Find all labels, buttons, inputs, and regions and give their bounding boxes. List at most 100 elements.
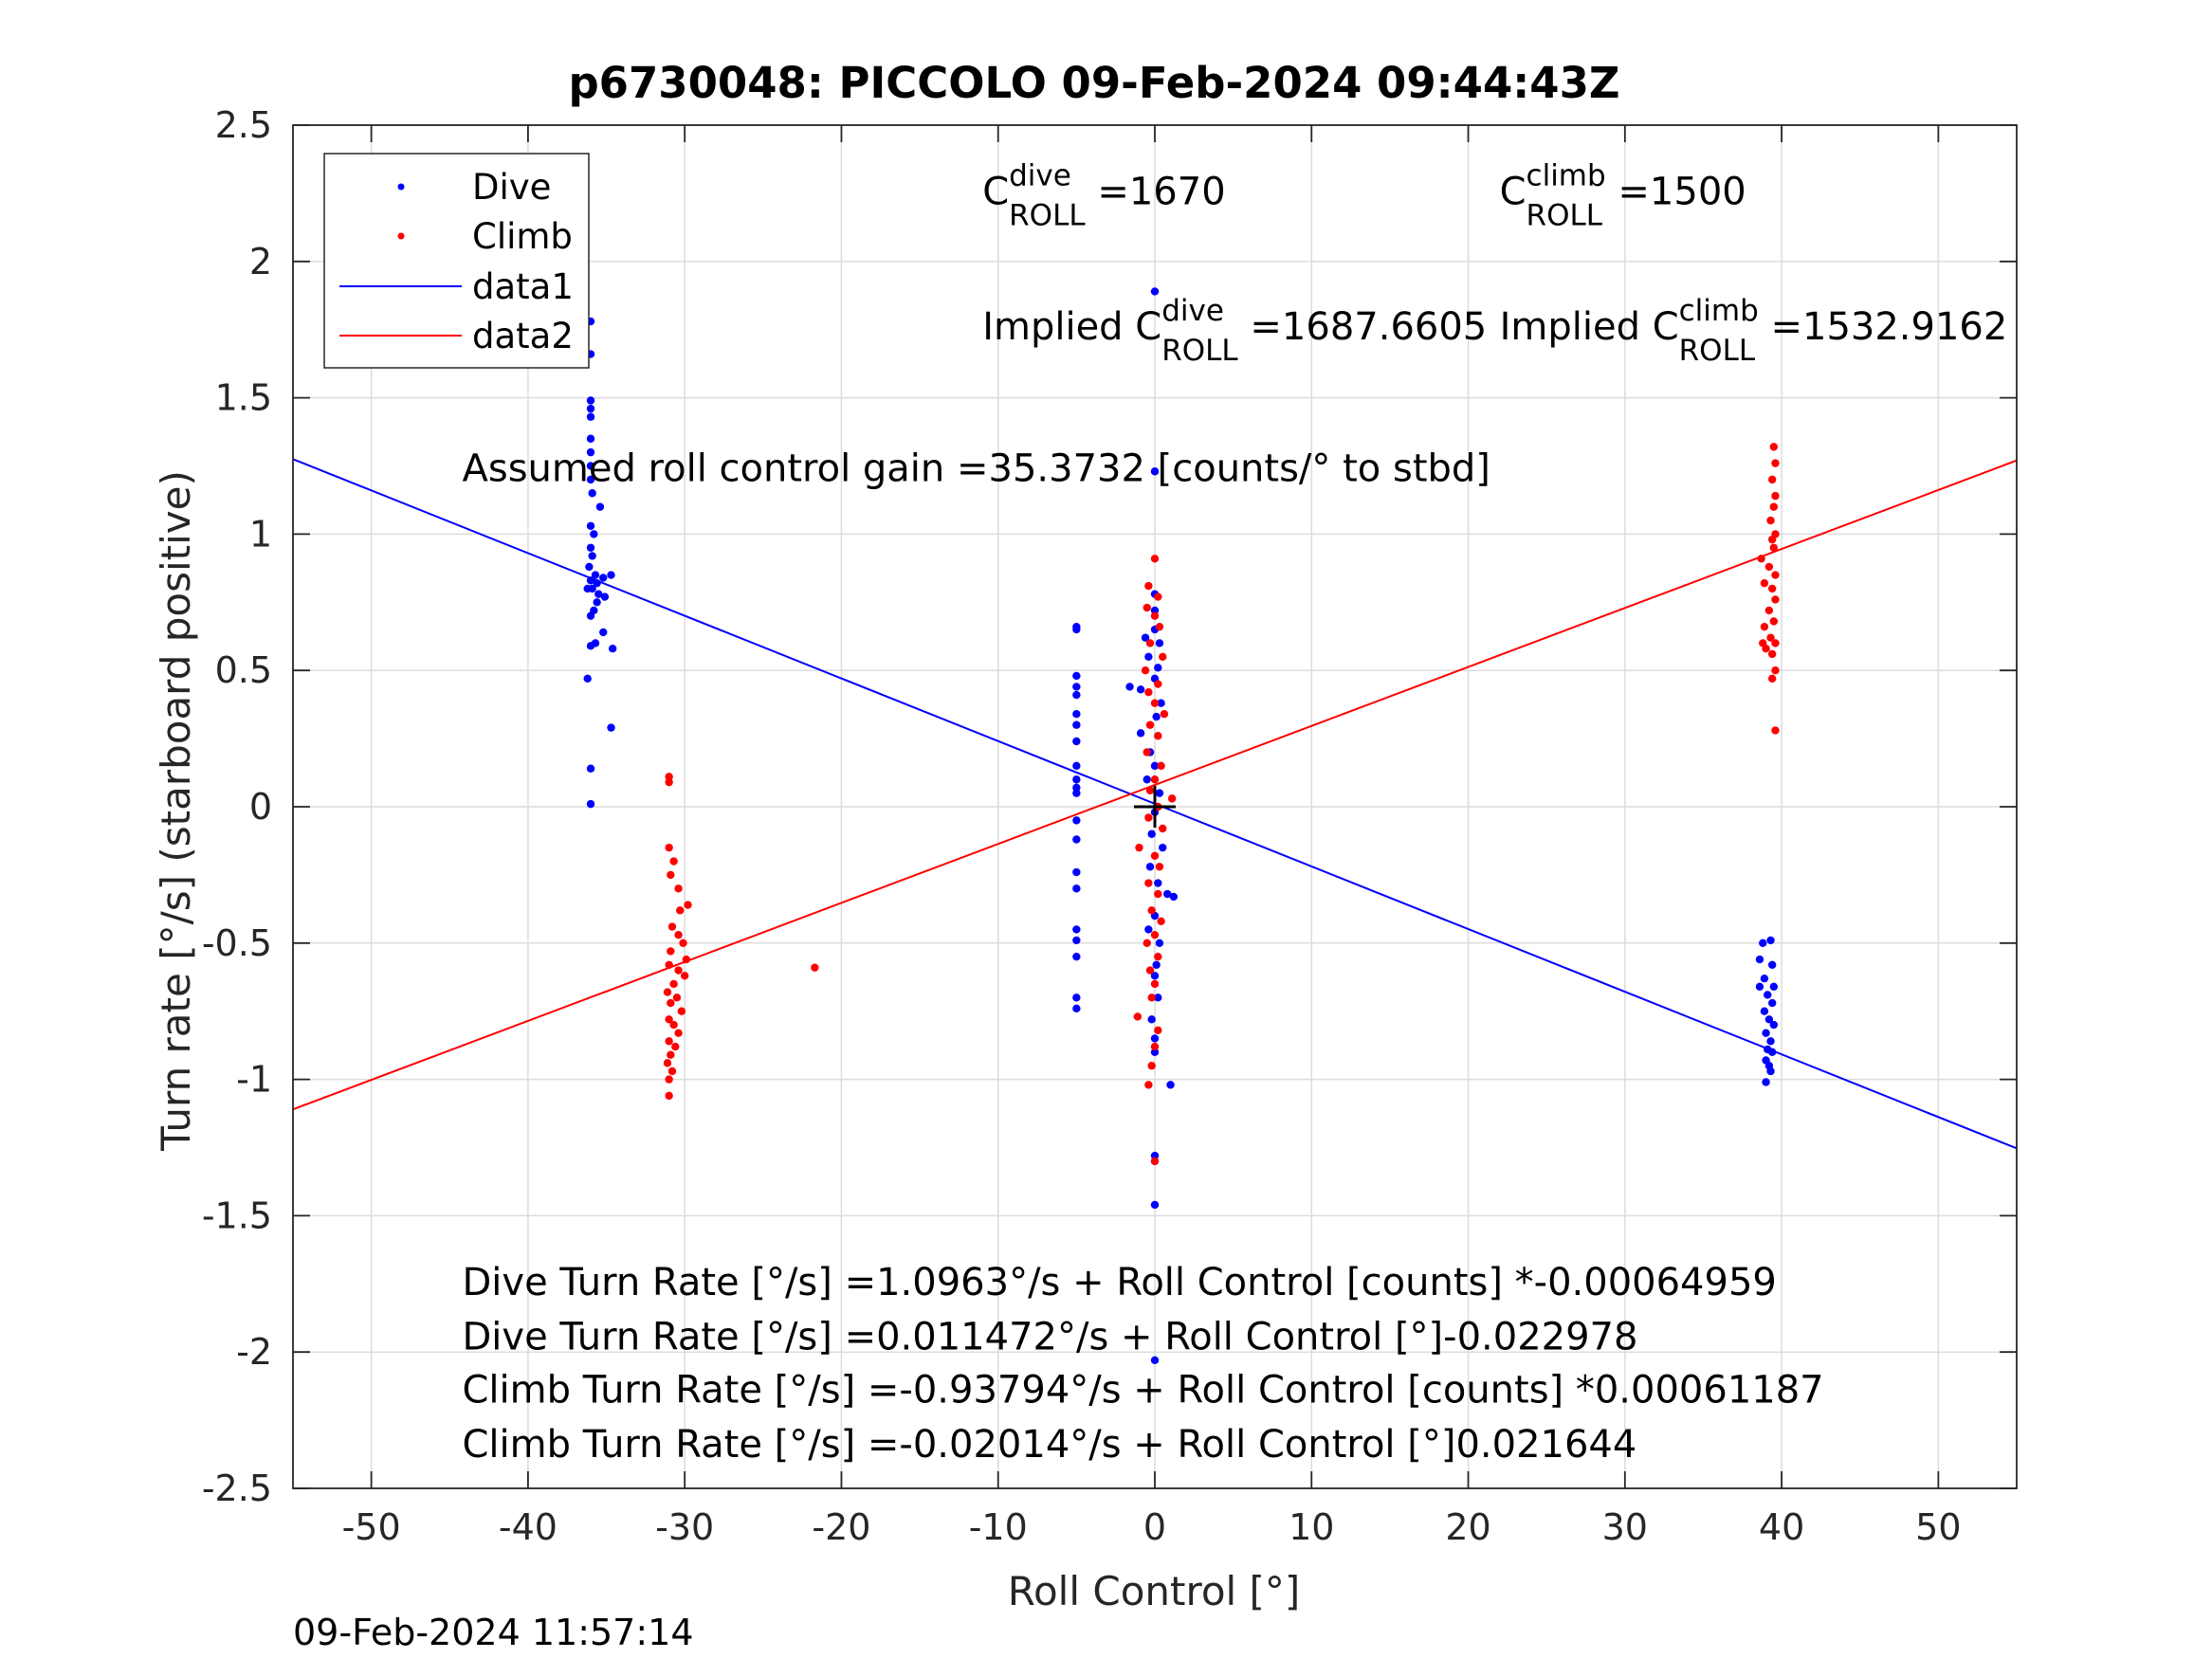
point-dive bbox=[1150, 1356, 1160, 1365]
legend-climb-marker bbox=[397, 232, 405, 240]
point-dive bbox=[1766, 1066, 1775, 1076]
point-climb bbox=[1144, 879, 1153, 887]
point-dive bbox=[1072, 816, 1081, 825]
point-dive bbox=[600, 592, 610, 601]
point-climb bbox=[1769, 617, 1779, 626]
point-dive bbox=[1169, 892, 1179, 902]
point-climb bbox=[1150, 611, 1160, 620]
point-climb bbox=[1771, 595, 1780, 604]
point-climb bbox=[1771, 491, 1780, 501]
point-climb bbox=[676, 906, 685, 915]
point-climb bbox=[1159, 652, 1167, 662]
point-dive bbox=[586, 576, 595, 585]
point-climb bbox=[1771, 571, 1780, 579]
x-tick-label: -10 bbox=[969, 1506, 1028, 1548]
legend: Dive Climb data1 data2 bbox=[323, 153, 590, 369]
point-dive bbox=[1072, 884, 1081, 893]
point-climb bbox=[665, 777, 673, 787]
point-dive bbox=[1072, 1004, 1081, 1013]
point-climb bbox=[667, 947, 675, 956]
point-dive bbox=[1072, 737, 1081, 746]
point-dive bbox=[1136, 685, 1145, 694]
point-dive bbox=[1072, 867, 1081, 877]
y-tick-label: 1 bbox=[249, 513, 272, 555]
point-dive bbox=[1125, 683, 1134, 691]
point-climb bbox=[665, 773, 673, 781]
point-dive bbox=[1072, 761, 1081, 771]
point-dive bbox=[1072, 671, 1081, 681]
point-dive bbox=[1150, 1151, 1160, 1160]
point-dive bbox=[1163, 889, 1172, 899]
point-climb bbox=[669, 1020, 678, 1030]
point-dive bbox=[1762, 1078, 1770, 1086]
point-dive bbox=[1755, 982, 1764, 992]
point-dive bbox=[586, 447, 595, 457]
point-dive bbox=[1157, 699, 1165, 707]
point-dive bbox=[607, 723, 615, 732]
coef-sup: climb bbox=[1679, 294, 1759, 328]
equation-annotation: Assumed roll control gain =35.3732 [coun… bbox=[462, 447, 1490, 490]
point-dive bbox=[1141, 633, 1150, 642]
point-climb bbox=[1767, 649, 1777, 659]
point-dive bbox=[586, 434, 595, 443]
point-dive bbox=[1072, 994, 1081, 1002]
coefficient-annotation: Implied Cdive ROLL =1687.6605 bbox=[982, 294, 1487, 368]
point-dive bbox=[1155, 939, 1164, 947]
point-dive bbox=[1150, 606, 1160, 615]
legend-climb-label: Climb bbox=[472, 216, 573, 257]
point-climb bbox=[665, 843, 673, 852]
point-climb bbox=[665, 960, 673, 970]
point-climb bbox=[1766, 633, 1775, 642]
x-axis-label: Roll Control [°] bbox=[1008, 1568, 1301, 1614]
point-climb bbox=[665, 1091, 673, 1101]
y-tick-label: -0.5 bbox=[202, 922, 272, 964]
point-climb bbox=[1155, 863, 1164, 871]
point-climb bbox=[1769, 543, 1779, 552]
y-tick-label: -1.5 bbox=[202, 1194, 272, 1236]
point-climb bbox=[1764, 606, 1774, 615]
coef-sub: ROLL bbox=[1009, 198, 1086, 232]
tick-labels: -50 -40 -30 -20 -10 0 10 20 30 40 50-2.5-2-1.5-1-0… bbox=[202, 104, 1962, 1548]
point-climb bbox=[1145, 639, 1155, 647]
point-dive bbox=[586, 764, 595, 773]
coef-value: =1687.6605 bbox=[1238, 305, 1488, 349]
point-climb bbox=[674, 1029, 683, 1037]
point-climb bbox=[1771, 726, 1780, 735]
point-climb bbox=[667, 1066, 677, 1076]
point-climb bbox=[669, 979, 678, 989]
y-tick-label: 2.5 bbox=[215, 104, 272, 146]
x-tick-label: 10 bbox=[1289, 1506, 1334, 1548]
point-climb bbox=[1760, 578, 1769, 588]
point-dive bbox=[1143, 775, 1151, 784]
point-dive bbox=[1154, 994, 1162, 1002]
point-climb bbox=[1767, 475, 1777, 484]
point-dive bbox=[608, 644, 617, 653]
point-climb bbox=[1144, 581, 1153, 591]
point-climb bbox=[684, 901, 692, 909]
point-dive bbox=[1764, 1015, 1774, 1024]
point-dive bbox=[1150, 1034, 1160, 1043]
coef-sup: dive bbox=[1161, 294, 1224, 328]
point-dive bbox=[588, 489, 596, 498]
point-dive bbox=[599, 574, 608, 582]
x-tick-label: -20 bbox=[812, 1506, 870, 1548]
y-tick-label: 1.5 bbox=[215, 377, 272, 419]
point-climb bbox=[1145, 966, 1155, 975]
point-climb bbox=[1143, 748, 1151, 757]
point-dive bbox=[586, 404, 595, 413]
legend-dive-label: Dive bbox=[472, 167, 551, 208]
point-dive bbox=[1152, 960, 1161, 970]
coef-value: =1500 bbox=[1606, 170, 1746, 213]
point-dive bbox=[586, 521, 595, 530]
point-climb bbox=[1160, 710, 1169, 719]
point-climb bbox=[674, 966, 683, 975]
point-climb bbox=[1771, 639, 1780, 647]
point-dive bbox=[1072, 683, 1081, 691]
point-climb bbox=[811, 963, 819, 972]
point-dive bbox=[590, 530, 598, 538]
annotations: Cdive ROLL =1670 Cclimb ROLL =1500 Implied C… bbox=[462, 158, 2007, 1467]
chart-title: p6730048: PICCOLO 09-Feb-2024 09:44:43Z bbox=[568, 58, 1619, 108]
point-dive bbox=[1147, 830, 1156, 838]
point-dive bbox=[1147, 1015, 1156, 1024]
